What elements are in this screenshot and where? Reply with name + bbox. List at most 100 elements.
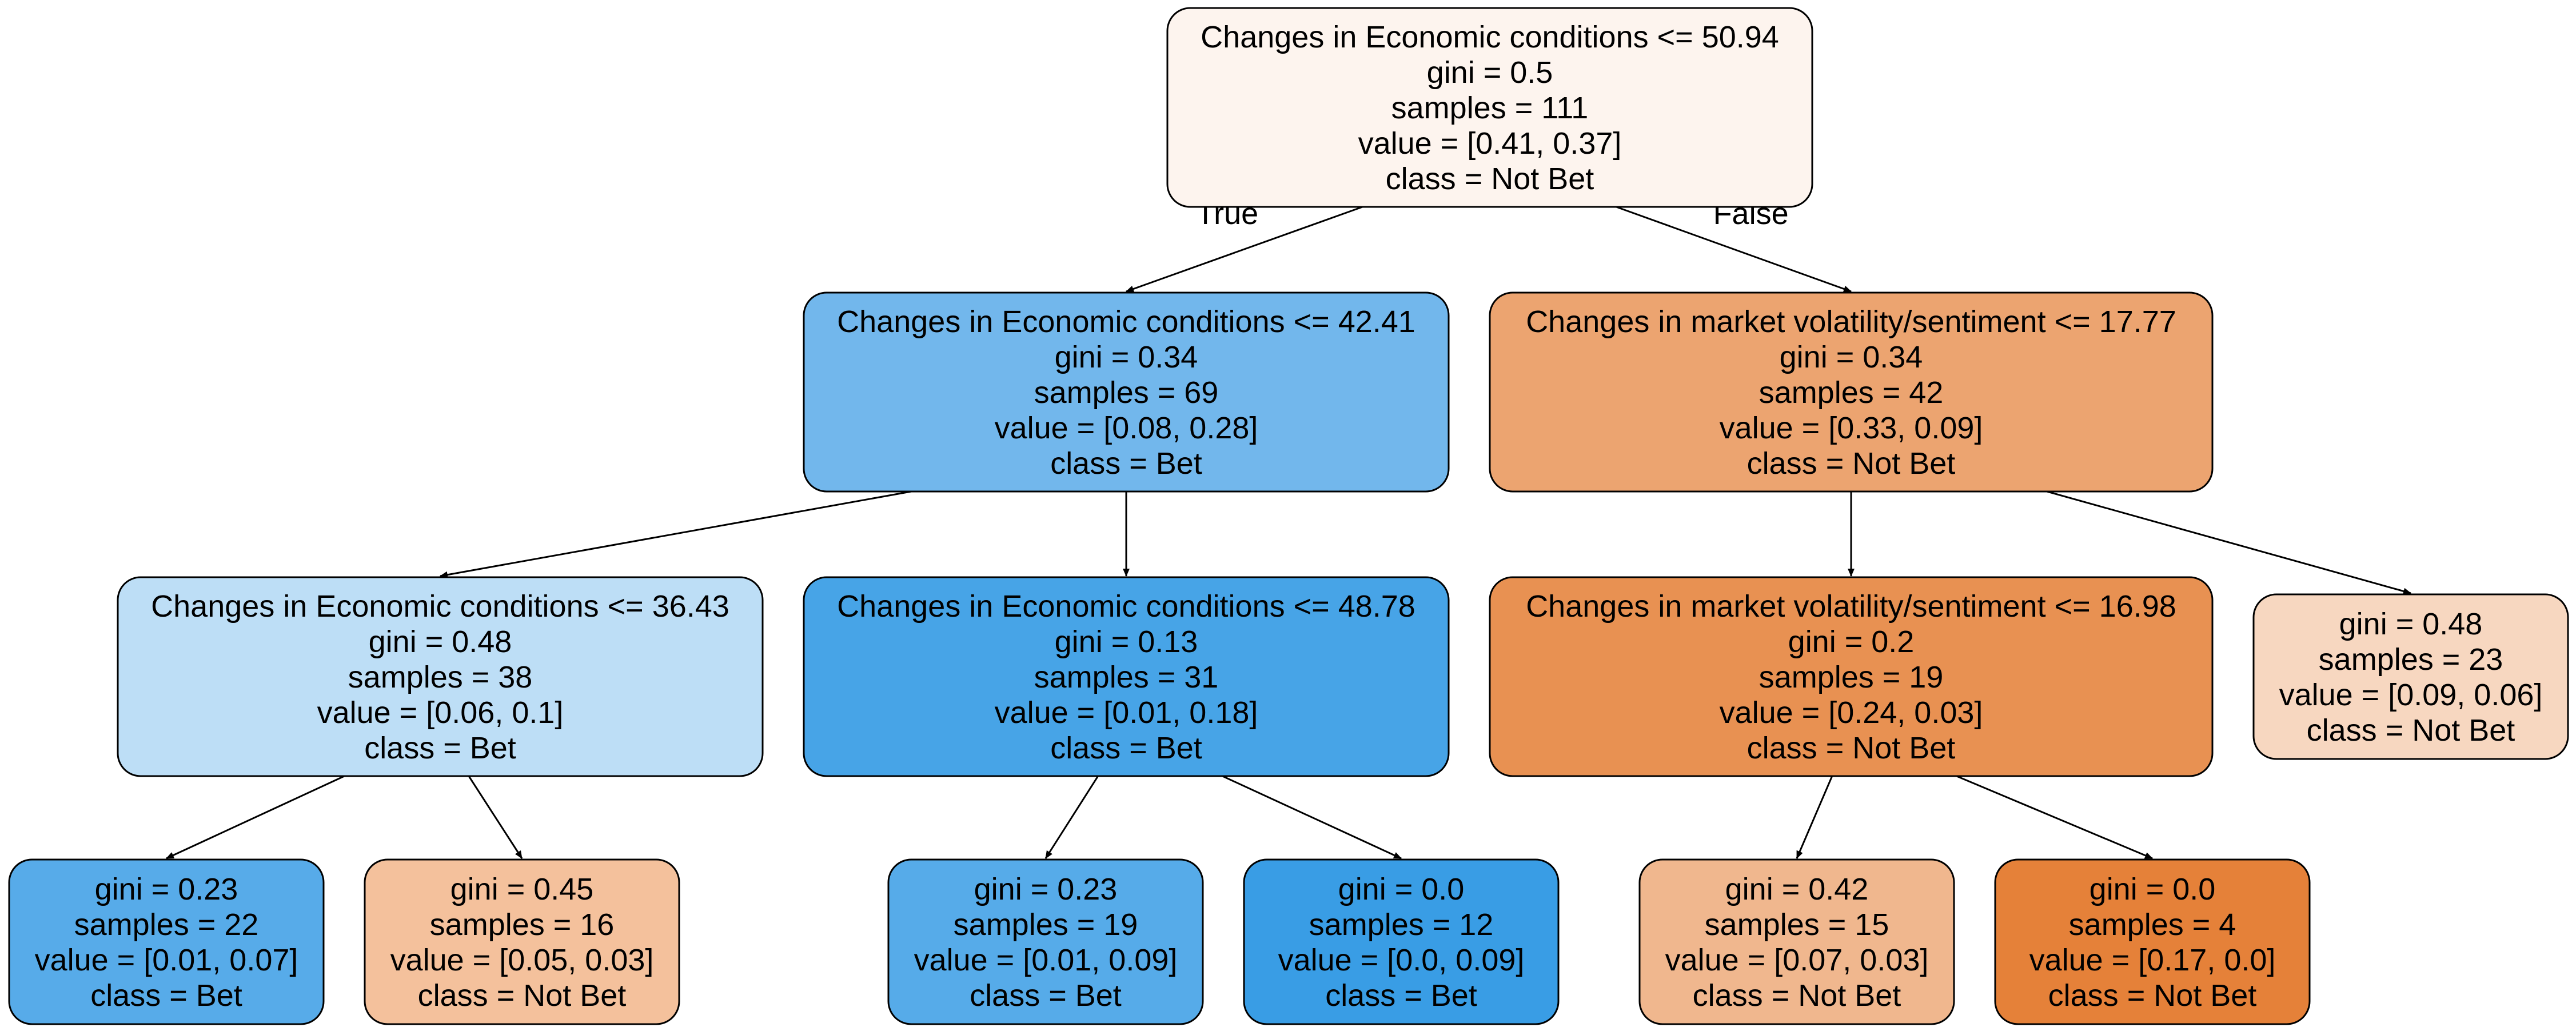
tree-node-box (803, 291, 1450, 493)
tree-node-line: samples = 12 (1309, 908, 1494, 942)
tree-node-line: value = [0.05, 0.03] (390, 943, 654, 977)
tree-node: Changes in Economic conditions <= 36.43g… (117, 576, 764, 777)
tree-node-line: value = [0.06, 0.1] (317, 696, 564, 730)
tree-node-line: Changes in Economic conditions <= 50.94 (1201, 20, 1779, 54)
tree-node-line: gini = 0.34 (1055, 340, 1198, 374)
tree-node-box (1243, 858, 1560, 1025)
tree-edge (2047, 490, 2411, 595)
tree-node-line: samples = 16 (430, 908, 615, 942)
tree-node-line: class = Bet (1050, 731, 1202, 765)
tree-node-line: samples = 15 (1705, 908, 1889, 942)
tree-edge (468, 776, 523, 859)
tree-node-line: samples = 4 (2069, 908, 2236, 942)
tree-node-line: samples = 42 (1759, 375, 1944, 410)
tree-node-line: value = [0.0, 0.09] (1278, 943, 1525, 977)
tree-node-line: class = Not Bet (1386, 162, 1594, 196)
tree-node-line: class = Not Bet (1747, 731, 1956, 765)
tree-node-line: gini = 0.23 (974, 872, 1118, 906)
tree-node-box (1489, 576, 2214, 777)
tree-node-line: class = Bet (90, 978, 242, 1013)
tree-node-line: Changes in Economic conditions <= 42.41 (837, 305, 1415, 339)
tree-node-line: value = [0.33, 0.09] (1720, 411, 1983, 445)
tree-node-box (117, 576, 764, 777)
tree-node-line: value = [0.17, 0.0] (2029, 943, 2276, 977)
tree-node-box (8, 858, 325, 1025)
edge-arrow (2047, 490, 2411, 595)
tree-edge: True (1126, 197, 1363, 293)
tree-node-box (1489, 291, 2214, 493)
tree-node-line: class = Not Bet (1693, 978, 1901, 1013)
edge-arrow (1222, 775, 1402, 860)
tree-node-line: gini = 0.0 (1338, 872, 1465, 906)
tree-node-line: gini = 0.5 (1427, 55, 1553, 90)
edge-arrow (1616, 206, 1852, 293)
tree-edge: False (1616, 197, 1852, 293)
tree-node-line: class = Bet (364, 731, 516, 765)
tree-edge (1956, 775, 2153, 860)
tree-node-line: value = [0.09, 0.06] (2279, 678, 2543, 712)
tree-node-line: value = [0.24, 0.03] (1720, 696, 1983, 730)
edge-arrow (1044, 776, 1099, 859)
tree-edge (1044, 776, 1099, 859)
tree-node: Changes in Economic conditions <= 42.41g… (803, 291, 1450, 493)
tree-node-line: samples = 19 (1759, 660, 1944, 694)
edge-arrow (1956, 775, 2153, 860)
tree-node-line: gini = 0.48 (369, 625, 512, 659)
tree-edge (440, 490, 912, 578)
tree-node: Changes in Economic conditions <= 50.94g… (1166, 7, 1813, 208)
tree-node-line: gini = 0.48 (2339, 607, 2483, 641)
tree-node-line: samples = 23 (2319, 642, 2503, 677)
tree-node-box (2252, 593, 2569, 760)
tree-node-box (364, 858, 680, 1025)
tree-node-line: class = Not Bet (418, 978, 627, 1013)
tree-node-line: samples = 22 (74, 908, 259, 942)
tree-node: Changes in Economic conditions <= 48.78g… (803, 576, 1450, 777)
tree-node-line: gini = 0.34 (1780, 340, 1923, 374)
tree-node-line: value = [0.41, 0.37] (1358, 126, 1622, 161)
tree-node-line: value = [0.08, 0.28] (995, 411, 1258, 445)
nodes-layer: Changes in Economic conditions <= 50.94g… (8, 7, 2569, 1025)
tree-edge (1222, 775, 1402, 860)
tree-node-line: value = [0.07, 0.03] (1665, 943, 1929, 977)
edge-arrow (1796, 776, 1833, 859)
tree-node-box (1638, 858, 1955, 1025)
tree-node-line: Changes in market volatility/sentiment <… (1526, 589, 2176, 624)
edge-arrow (440, 490, 912, 578)
edge-arrow (468, 776, 523, 859)
tree-node-line: Changes in Economic conditions <= 48.78 (837, 589, 1415, 624)
edge-arrow (1126, 206, 1363, 293)
tree-edge (166, 775, 345, 860)
tree-node-line: class = Not Bet (2307, 713, 2515, 748)
tree-node-line: Changes in market volatility/sentiment <… (1526, 305, 2176, 339)
tree-node-line: Changes in Economic conditions <= 36.43 (151, 589, 729, 624)
tree-node-line: samples = 111 (1391, 91, 1589, 125)
tree-node-line: gini = 0.23 (95, 872, 238, 906)
edge-arrow (166, 775, 345, 860)
tree-node-line: samples = 31 (1034, 660, 1219, 694)
tree-node: Changes in market volatility/sentiment <… (1489, 291, 2214, 493)
tree-node-line: gini = 0.0 (2089, 872, 2216, 906)
tree-node-box (1994, 858, 2311, 1025)
tree-node-line: gini = 0.13 (1055, 625, 1198, 659)
tree-node-line: value = [0.01, 0.07] (35, 943, 298, 977)
tree-node-line: gini = 0.2 (1788, 625, 1915, 659)
tree-node-line: value = [0.01, 0.09] (914, 943, 1178, 977)
tree-node-line: samples = 19 (954, 908, 1138, 942)
tree-node-box (803, 576, 1450, 777)
tree-node-line: class = Not Bet (1747, 446, 1956, 481)
tree-node-line: class = Bet (970, 978, 1122, 1013)
tree-node-line: samples = 38 (348, 660, 533, 694)
tree-node-line: gini = 0.45 (450, 872, 594, 906)
tree-node-line: class = Bet (1325, 978, 1477, 1013)
tree-node-line: class = Not Bet (2048, 978, 2257, 1013)
tree-node-box (887, 858, 1204, 1025)
tree-node-line: samples = 69 (1034, 375, 1219, 410)
